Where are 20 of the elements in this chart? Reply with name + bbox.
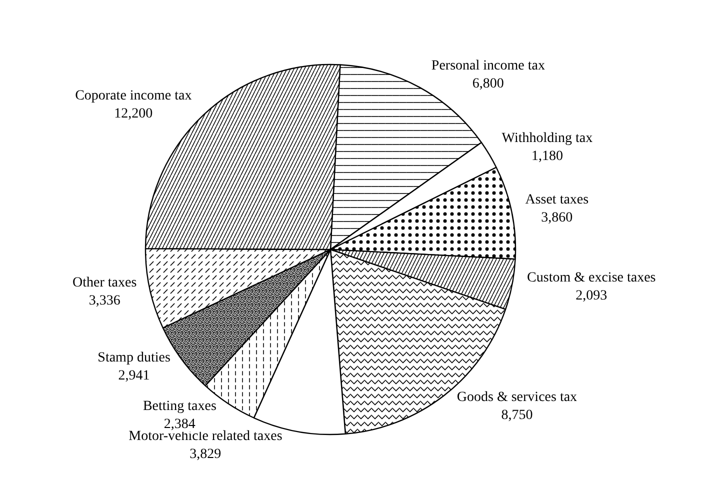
slice-label: Goods & services tax [456, 390, 578, 406]
data-label: 1,180 [531, 148, 563, 164]
slice-label: Personal income tax [431, 58, 545, 74]
slice-label: Stamp duties [98, 350, 170, 366]
data-label: 2,384 [164, 416, 196, 432]
data-label: 3,829 [190, 447, 222, 462]
data-label: 2,093 [576, 288, 608, 304]
slice-label: Asset taxes [525, 192, 589, 208]
data-label: 12,200 [114, 106, 153, 122]
data-label: 3,860 [541, 210, 573, 226]
slice-label: Coporate income tax [75, 88, 192, 104]
slice-label: Betting taxes [142, 398, 216, 414]
data-label: 2,941 [118, 368, 150, 384]
data-label: 3,336 [88, 294, 120, 309]
slice-label: Withholding tax [502, 130, 593, 146]
data-label: 8,750 [501, 408, 533, 424]
slice-label: Motor-vehicle related taxes [128, 429, 282, 444]
slice-label: Custom & excise taxes [527, 270, 656, 286]
slice-label: Other taxes [72, 276, 137, 291]
data-label: 6,800 [472, 76, 504, 92]
